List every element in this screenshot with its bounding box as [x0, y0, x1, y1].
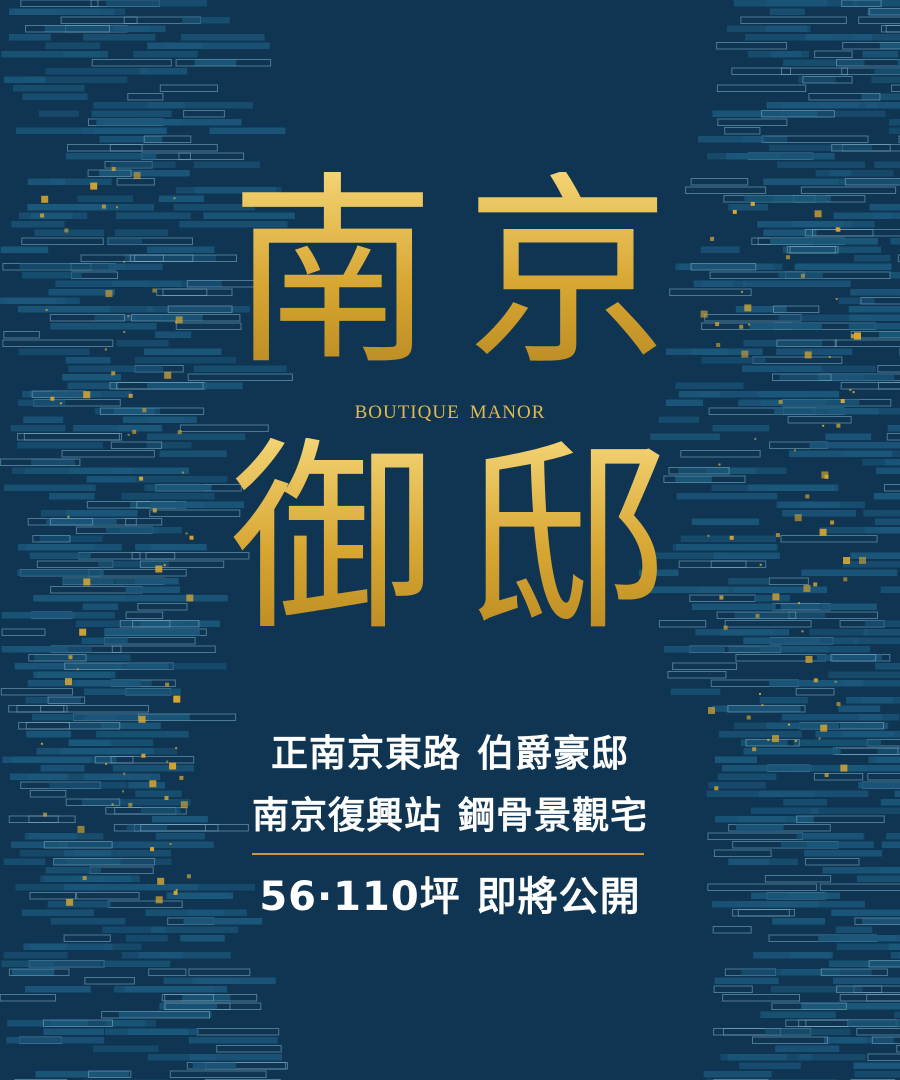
slogan-station-left: 南京復興站 — [252, 794, 442, 837]
subtitle-boutique-manor: BOUTIQUE MANOR — [0, 402, 900, 424]
subtitle-word-manor: MANOR — [469, 402, 546, 423]
slogan-size-left: 56·110坪 — [259, 874, 461, 920]
slogan-location: 正南京東路 伯爵豪邸 — [0, 735, 900, 772]
slogan-station-right: 鋼骨景觀宅 — [458, 794, 648, 837]
slogan-size: 56·110坪 即將公開 — [0, 877, 900, 917]
slogan-station: 南京復興站 鋼骨景觀宅 — [0, 797, 900, 834]
gold-divider — [252, 853, 644, 855]
slogan-size-right: 即將公開 — [476, 874, 641, 920]
title-yudi: 御邸 — [0, 438, 900, 643]
slogan-location-left: 正南京東路 — [271, 732, 461, 775]
subtitle-word-boutique: BOUTIQUE — [354, 402, 460, 423]
slogan-location-right: 伯爵豪邸 — [477, 732, 629, 775]
title-nanjing: 南京 — [0, 172, 900, 377]
